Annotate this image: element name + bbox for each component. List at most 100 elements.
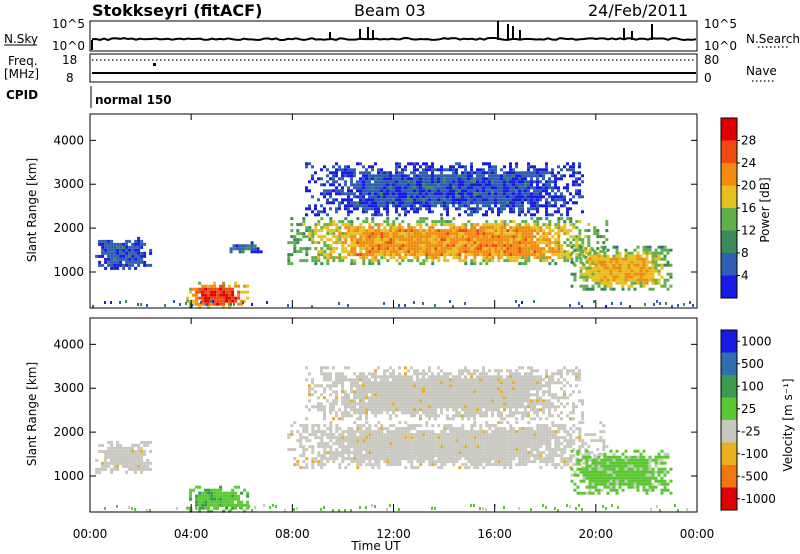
data-cell (497, 177, 500, 181)
data-cell (246, 506, 250, 510)
data-cell (243, 503, 247, 507)
data-cell (566, 463, 570, 467)
data-cell (398, 183, 401, 187)
data-cell (386, 192, 389, 196)
data-cell (119, 452, 123, 456)
data-cell (512, 259, 516, 263)
data-cell (410, 238, 414, 242)
data-cell (603, 266, 607, 270)
data-cell (554, 262, 558, 266)
data-cell (485, 448, 489, 452)
data-cell (320, 369, 323, 373)
data-cell (305, 189, 308, 193)
data-cell (503, 448, 507, 452)
data-cell (362, 183, 365, 187)
data-cell (431, 210, 434, 214)
data-cell (434, 433, 438, 437)
data-cell (470, 213, 473, 217)
data-cell (416, 256, 420, 260)
nave-tick-low: 0 (704, 71, 712, 85)
data-cell (545, 430, 549, 434)
data-cell (219, 491, 223, 495)
data-cell (491, 180, 494, 184)
data-cell (137, 257, 141, 261)
data-cell (347, 210, 350, 214)
data-cell (311, 229, 315, 233)
data-cell (542, 433, 546, 437)
data-cell (521, 235, 525, 239)
data-cell (356, 463, 360, 467)
data-cell (407, 232, 411, 236)
data-cell (362, 262, 366, 266)
data-cell (386, 232, 390, 236)
data-cell (669, 272, 673, 276)
data-cell (437, 460, 441, 464)
data-cell (485, 226, 489, 230)
data-cell (308, 180, 311, 184)
data-cell (122, 461, 126, 465)
data-cell (458, 189, 461, 193)
data-cell (359, 162, 362, 166)
data-cell (398, 436, 402, 440)
data-cell (578, 229, 582, 233)
data-cell (464, 210, 467, 214)
data-cell (524, 433, 528, 437)
data-cell (116, 464, 120, 468)
data-cell (356, 204, 359, 208)
data-cell (437, 174, 440, 178)
data-cell (347, 430, 351, 434)
data-cell (630, 461, 634, 465)
data-cell (488, 259, 492, 263)
data-cell (587, 433, 591, 437)
data-cell (416, 180, 419, 184)
data-cell (137, 260, 141, 264)
data-cell (557, 448, 561, 452)
data-cell (95, 254, 99, 258)
data-cell (353, 229, 357, 233)
data-cell (440, 454, 444, 458)
data-cell (131, 254, 135, 258)
data-cell (600, 476, 604, 480)
data-cell (657, 263, 661, 267)
data-cell (134, 239, 138, 243)
data-cell (530, 186, 533, 190)
data-cell (362, 253, 366, 257)
data-cell (350, 232, 354, 236)
data-cell (326, 174, 329, 178)
data-cell (539, 217, 543, 221)
data-cell (359, 195, 362, 199)
data-cell (113, 449, 117, 453)
data-cell (545, 238, 549, 242)
data-cell (134, 449, 138, 453)
data-cell (383, 433, 387, 437)
data-cell (533, 174, 536, 178)
data-cell (110, 248, 114, 252)
data-cell (509, 168, 512, 172)
data-cell (494, 238, 498, 242)
data-cell (603, 284, 607, 288)
data-cell (648, 275, 652, 279)
data-cell (491, 253, 495, 257)
data-cell (195, 299, 199, 303)
data-cell (356, 451, 360, 455)
data-cell (536, 244, 540, 248)
data-cell (539, 436, 543, 440)
data-cell (479, 232, 483, 236)
data-cell (419, 174, 422, 178)
data-cell (530, 448, 534, 452)
data-cell (533, 235, 537, 239)
data-cell (419, 457, 423, 461)
data-cell (311, 430, 315, 434)
data-cell (428, 460, 432, 464)
data-cell (392, 223, 396, 227)
data-cell (588, 473, 592, 477)
data-cell (407, 180, 410, 184)
data-cell (219, 302, 223, 306)
data-cell (609, 278, 613, 282)
data-cell (573, 272, 577, 276)
data-cell (416, 192, 419, 196)
data-cell (470, 226, 474, 230)
data-cell (551, 451, 555, 455)
data-cell (615, 488, 619, 492)
data-cell (630, 473, 634, 477)
